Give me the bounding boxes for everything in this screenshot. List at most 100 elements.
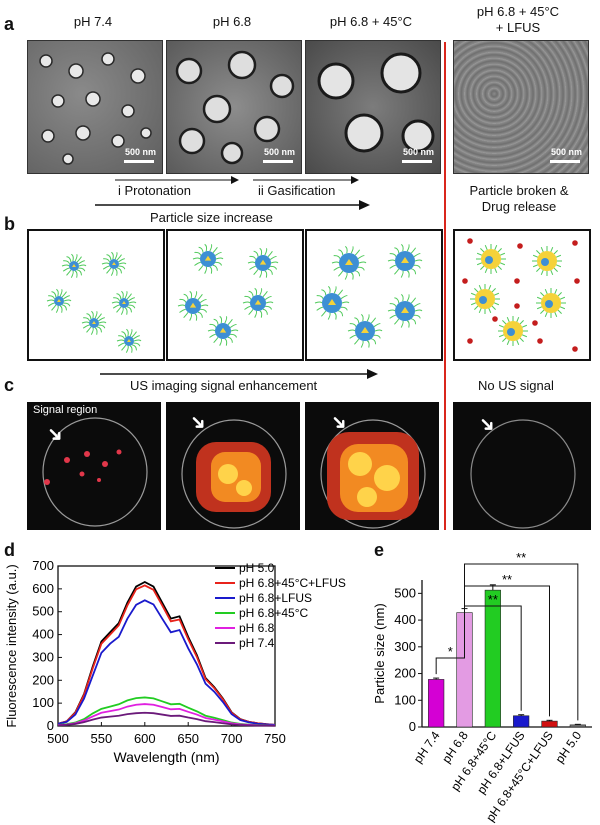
polymer-chain (387, 259, 396, 262)
polymer-chain (349, 334, 357, 339)
polymer-chain (344, 272, 348, 280)
polymer-chain (63, 299, 72, 302)
polymer-chain (66, 269, 72, 276)
polymer-chain (400, 270, 404, 278)
polymer-chain (83, 317, 90, 322)
polymer-chain (262, 308, 268, 315)
polymer-chain (51, 291, 57, 298)
polymer-chain (59, 288, 63, 297)
schematic-ph68 (166, 229, 304, 361)
broken-particle (536, 288, 566, 318)
y-tick-label: 400 (32, 627, 54, 642)
nanoparticle (387, 293, 423, 328)
nanoparticle (177, 290, 209, 321)
polymer-chain (406, 294, 410, 302)
released-drug (467, 238, 473, 244)
polymer-chain (333, 312, 337, 320)
polymer-chain (249, 265, 256, 270)
polymer-chain (264, 295, 272, 300)
polymer-chain (321, 310, 327, 317)
polymer-chain (394, 247, 400, 254)
x-axis-label: Wavelength (nm) (113, 749, 219, 765)
polymer-chain (66, 256, 72, 263)
polymer-chain (198, 265, 204, 272)
polymer-chain (116, 306, 122, 313)
polymer-chain (177, 304, 186, 307)
bar (513, 715, 530, 728)
nanoparticle (314, 285, 350, 320)
polymer-chain (47, 302, 55, 307)
polymer-chain (126, 328, 129, 337)
polymer-chain (74, 253, 78, 262)
polymer-chain (62, 304, 67, 311)
drug-cargo (259, 259, 267, 265)
polymer-chain (267, 268, 273, 275)
polymer-chain (46, 299, 55, 302)
polymer-chain (389, 303, 397, 307)
polymer-chain (350, 246, 354, 254)
polymer-chain (219, 315, 223, 324)
nanoparticle (247, 247, 279, 278)
bar (428, 679, 445, 728)
polymer-chain (389, 253, 397, 257)
drug-cargo (328, 299, 336, 305)
series-line (57, 711, 276, 727)
polymer-chain (259, 247, 263, 256)
polymer-chain (197, 311, 203, 318)
polymer-chain (78, 260, 86, 265)
significance-bracket (464, 563, 579, 721)
polymer-chain (230, 329, 239, 332)
polymer-chain (414, 309, 423, 312)
released-drug (467, 338, 473, 344)
polymer-chain (121, 344, 127, 351)
polymer-chain (183, 312, 189, 319)
us-image-ph68-45c: ➜ (305, 402, 439, 530)
polymer-chain (350, 272, 354, 280)
polymer-chain (59, 305, 63, 313)
no-signal-label: No US signal (478, 378, 554, 393)
nanoparticle (116, 328, 142, 353)
polymer-chain (333, 266, 341, 271)
panel-label-c: c (4, 375, 15, 395)
polymer-chain (133, 335, 141, 340)
polymer-chain (78, 264, 87, 267)
x-tick-label: 650 (177, 731, 199, 746)
polymer-chain (98, 317, 106, 322)
polymer-chain (200, 304, 209, 307)
broken-particle (498, 316, 528, 346)
polymer-chain (357, 266, 365, 271)
polymer-chain (340, 295, 348, 300)
legend-entry: pH 5.0 (239, 561, 275, 575)
nanoparticle (192, 243, 224, 274)
y-tick-label: 500 (32, 604, 54, 619)
broken-particle (470, 284, 500, 314)
polymer-chain (270, 261, 279, 264)
us-image-ph68: ➜ (166, 402, 300, 530)
polymer-chain (86, 326, 92, 333)
us-signal-ph74 (42, 417, 148, 527)
significance-label: ** (516, 550, 526, 565)
polymer-chain (117, 267, 122, 274)
polymer-chain (111, 301, 120, 304)
step-gasification: ii Gasification (258, 183, 336, 198)
legend-entry: pH 7.4 (239, 636, 275, 650)
scale-bar (124, 160, 154, 163)
bar (541, 720, 558, 728)
released-drug (514, 303, 520, 309)
polymer-chain (354, 338, 360, 345)
nanoparticle (101, 251, 127, 276)
polymer-chain (411, 268, 417, 275)
polymer-chain (366, 340, 370, 348)
polymer-chain (321, 289, 327, 296)
polymer-chain (366, 314, 370, 322)
polymer-chain (194, 261, 201, 266)
polymer-chain (106, 254, 112, 261)
polymer-chain (413, 253, 421, 258)
polymer-chain (194, 251, 202, 256)
polymer-chain (111, 251, 114, 260)
polymer-chain (96, 313, 102, 320)
nanoparticle (81, 310, 107, 335)
released-drug (514, 278, 520, 284)
polymer-chain (179, 298, 187, 303)
us-image-lfus: ➜ (453, 402, 591, 530)
